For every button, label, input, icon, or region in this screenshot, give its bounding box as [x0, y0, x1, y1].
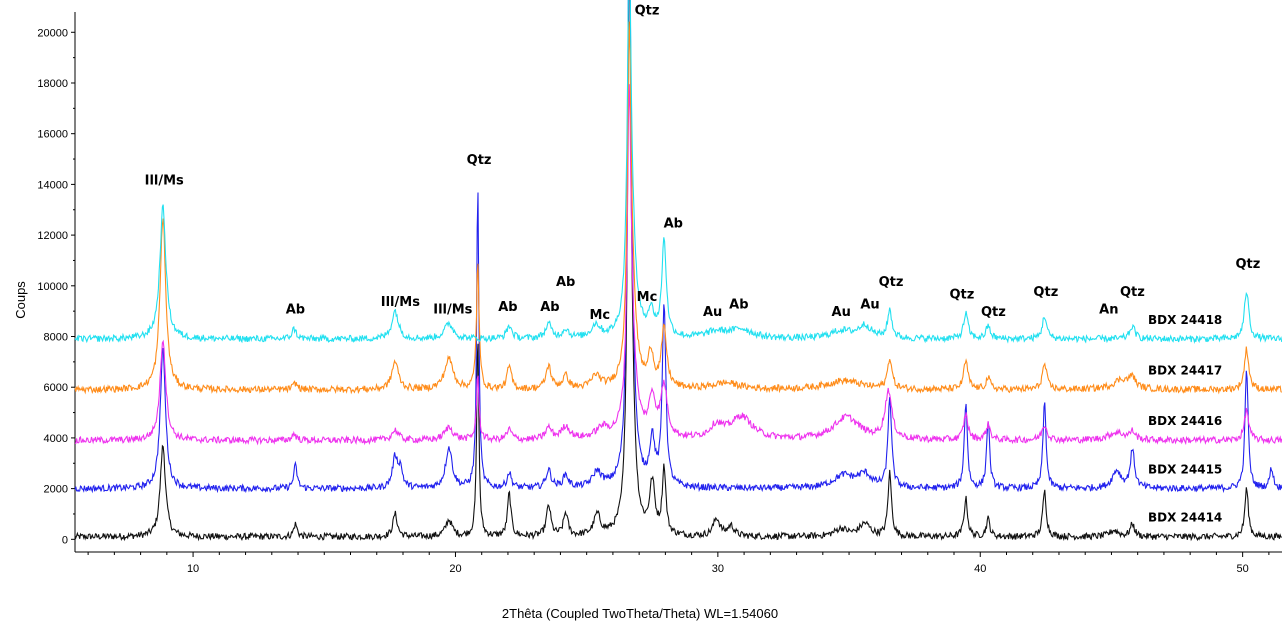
peak-label: Ab [664, 216, 683, 231]
peak-label: Qtz [949, 287, 974, 302]
x-tick-label: 20 [449, 563, 461, 575]
series-line [74, 0, 1282, 494]
axes-group: 0 2000 4000 6000 8000 10000 12000 14000 16000 180… [37, 12, 1282, 575]
y-tick-label: 4000 [44, 433, 68, 445]
peak-label: Ab [556, 275, 575, 290]
y-tick-label: 20000 [37, 27, 68, 39]
series-line [74, 0, 1282, 345]
peak-label: Ill/Ms [433, 303, 472, 318]
series-line [74, 0, 1282, 542]
peak-label: Ab [540, 300, 559, 315]
traces-group [74, 0, 1282, 542]
peak-label: Qtz [981, 305, 1006, 320]
peak-label: Ab [286, 303, 305, 318]
x-tick-label: 40 [974, 563, 986, 575]
peak-label: Qtz [467, 153, 492, 168]
x-tick-label: 10 [187, 563, 199, 575]
peak-label: Au [832, 305, 851, 320]
peak-label: Ab [729, 298, 748, 313]
x-tick-label: 50 [1237, 563, 1249, 575]
series-line [74, 21, 1282, 395]
peak-label: Mc [637, 290, 658, 305]
y-tick-label: 0 [62, 534, 68, 546]
y-tick-label: 18000 [37, 78, 68, 90]
y-tick-label: 12000 [37, 230, 68, 242]
y-tick-label: 8000 [44, 332, 68, 344]
y-tick-label: 14000 [37, 179, 68, 191]
peak-label: Qtz [635, 4, 660, 19]
peak-label: Qtz [1120, 285, 1145, 300]
series-label: BDX 24415 [1148, 462, 1222, 476]
peak-label: Qtz [879, 275, 904, 290]
x-tick-label: 30 [712, 563, 724, 575]
peak-label: An [1099, 303, 1118, 318]
y-axis-title: Coups [13, 281, 28, 319]
y-tick-label: 6000 [44, 382, 68, 394]
peak-label: Ab [498, 300, 517, 315]
series-label: BDX 24414 [1148, 511, 1222, 525]
labels-group: BDX 24418 BDX 24417 BDX 24416 BDX 24415 BDX … [145, 4, 1261, 525]
x-axis-title: 2Thêta (Coupled TwoTheta/Theta) WL=1.540… [502, 606, 778, 621]
series-label: BDX 24416 [1148, 414, 1222, 428]
peak-label: Qtz [1033, 285, 1058, 300]
y-tick-label: 10000 [37, 281, 68, 293]
y-tick-label: 16000 [37, 129, 68, 141]
peak-label: Ill/Ms [145, 173, 184, 188]
peak-label: Mc [589, 308, 610, 323]
series-label: BDX 24418 [1148, 313, 1222, 327]
peak-label: Au [703, 305, 722, 320]
peak-label: Ill/Ms [381, 295, 420, 310]
series-label: BDX 24417 [1148, 364, 1222, 378]
y-tick-label: 2000 [44, 484, 68, 496]
peak-label: Qtz [1235, 257, 1260, 272]
peak-label: Au [860, 298, 879, 313]
series-line [74, 84, 1282, 446]
